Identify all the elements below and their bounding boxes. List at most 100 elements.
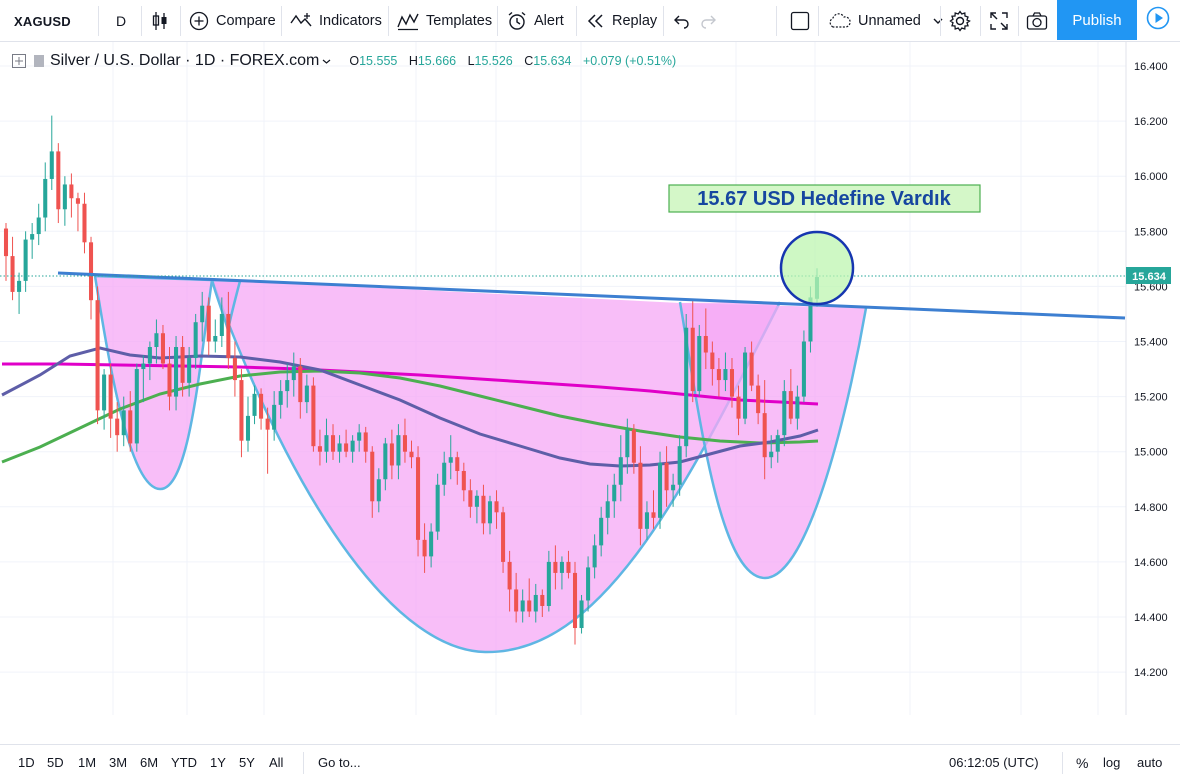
candle-body xyxy=(788,391,793,419)
candle xyxy=(592,534,597,579)
toolbar-divider xyxy=(776,6,777,36)
range-5y-button[interactable]: 5Y xyxy=(239,745,255,780)
range-all-button[interactable]: All xyxy=(269,745,283,780)
symbol-search-button[interactable]: XAGUSD xyxy=(14,0,71,42)
chart-pane[interactable]: 15.67 USD Hedefine Vardık 16.400 16.200 16… xyxy=(0,42,1180,715)
candle-body xyxy=(174,347,179,397)
publish-label: Publish xyxy=(1072,11,1122,29)
candle-body xyxy=(370,451,375,502)
candle-body xyxy=(232,358,237,381)
percent-scale-button[interactable]: % xyxy=(1076,745,1088,780)
candle xyxy=(337,435,342,463)
price-chart[interactable]: 15.67 USD Hedefine Vardık 16.40016.20016… xyxy=(0,42,1180,715)
chevron-down-icon xyxy=(933,17,943,25)
candle-body xyxy=(468,490,473,507)
expand-icon xyxy=(989,11,1009,31)
candle xyxy=(396,424,401,480)
interval-button[interactable]: D xyxy=(116,0,126,42)
range-3m-button[interactable]: 3M xyxy=(109,745,127,780)
redo-button[interactable] xyxy=(700,0,718,42)
range-6m-button[interactable]: 6M xyxy=(140,745,158,780)
candle-body xyxy=(10,256,15,292)
candle-body xyxy=(671,484,676,491)
range-1y-button[interactable]: 1Y xyxy=(210,745,226,780)
candle-body xyxy=(350,440,355,452)
play-button[interactable] xyxy=(1138,0,1178,40)
candle-body xyxy=(631,429,636,463)
candle-body xyxy=(743,352,748,419)
candle xyxy=(108,363,113,438)
timezone-clock-button[interactable]: 06:12:05 (UTC) xyxy=(949,745,1039,780)
candle xyxy=(716,358,721,397)
indicators-button[interactable]: Indicators xyxy=(290,0,382,42)
candle-body xyxy=(651,512,656,518)
play-circle-icon xyxy=(1146,6,1170,35)
candle xyxy=(743,347,748,425)
chevron-down-icon[interactable] xyxy=(322,58,331,65)
candle xyxy=(213,319,218,353)
candle-body xyxy=(389,443,394,466)
candle-body xyxy=(239,380,244,441)
range-ytd-button[interactable]: YTD xyxy=(171,745,197,780)
target-circle[interactable] xyxy=(779,230,855,306)
candle-body xyxy=(690,327,695,392)
chart-legend: Silver / U.S. Dollar · 1D · FOREX.com O1… xyxy=(12,50,676,72)
legend-symbol-title[interactable]: Silver / U.S. Dollar · 1D · FOREX.com xyxy=(50,52,320,69)
candle-body xyxy=(494,501,499,513)
range-label: 1M xyxy=(78,755,97,770)
candle xyxy=(75,192,80,232)
goto-date-button[interactable]: Go to... xyxy=(318,745,361,780)
candle-body xyxy=(187,358,192,383)
compare-button[interactable]: Compare xyxy=(189,0,276,42)
candle xyxy=(697,324,702,397)
fullscreen-button[interactable] xyxy=(989,0,1009,42)
undo-button[interactable] xyxy=(672,0,690,42)
candle xyxy=(769,435,774,469)
settings-button[interactable] xyxy=(949,0,971,42)
publish-button[interactable]: Publish xyxy=(1057,0,1137,40)
auto-label: auto xyxy=(1137,755,1163,770)
price-axis[interactable] xyxy=(1125,42,1180,715)
alert-button[interactable]: Alert xyxy=(507,0,564,42)
candle xyxy=(664,446,669,507)
top-toolbar: XAGUSD D Compare Indicators Templates Al… xyxy=(0,0,1180,42)
legend-toggle-icon[interactable] xyxy=(12,54,26,68)
candle-body xyxy=(128,410,133,444)
log-scale-button[interactable]: log xyxy=(1103,745,1120,780)
candle xyxy=(638,446,643,546)
candle xyxy=(448,435,453,480)
price-tick-label: 14.200 xyxy=(1134,667,1168,679)
toolbar-divider xyxy=(818,6,819,36)
candle xyxy=(481,484,486,535)
range-1m-button[interactable]: 1M xyxy=(78,745,96,780)
candle-body xyxy=(311,385,316,447)
layout-name-button[interactable]: Unnamed xyxy=(827,0,943,42)
neckline-trendline[interactable] xyxy=(57,271,1126,320)
candle xyxy=(357,424,362,452)
templates-button[interactable]: Templates xyxy=(397,0,492,42)
candle xyxy=(370,446,375,518)
toolbar-divider xyxy=(180,6,181,36)
candle-body xyxy=(43,178,48,218)
range-label: 1Y xyxy=(210,755,226,770)
candle-body xyxy=(56,151,61,210)
ma-green-line xyxy=(1,369,819,464)
range-1d-button[interactable]: 1D xyxy=(18,745,35,780)
candle xyxy=(134,363,139,452)
replay-button[interactable]: Replay xyxy=(587,0,657,42)
select-layout-button[interactable] xyxy=(790,0,810,42)
candle xyxy=(10,236,15,301)
auto-scale-button[interactable]: auto xyxy=(1137,745,1162,780)
candle xyxy=(416,446,421,557)
chart-style-button[interactable] xyxy=(150,0,170,42)
candle-body xyxy=(572,572,578,629)
range-label: 5Y xyxy=(239,755,255,770)
candle-body xyxy=(383,443,388,480)
candle xyxy=(644,501,649,540)
snapshot-button[interactable] xyxy=(1026,0,1048,42)
legend-color-swatch xyxy=(34,55,44,67)
candle xyxy=(729,358,735,408)
target-annotation[interactable]: 15.67 USD Hedefine Vardık xyxy=(668,184,981,213)
gear-icon xyxy=(949,10,971,32)
range-5d-button[interactable]: 5D xyxy=(47,745,64,780)
